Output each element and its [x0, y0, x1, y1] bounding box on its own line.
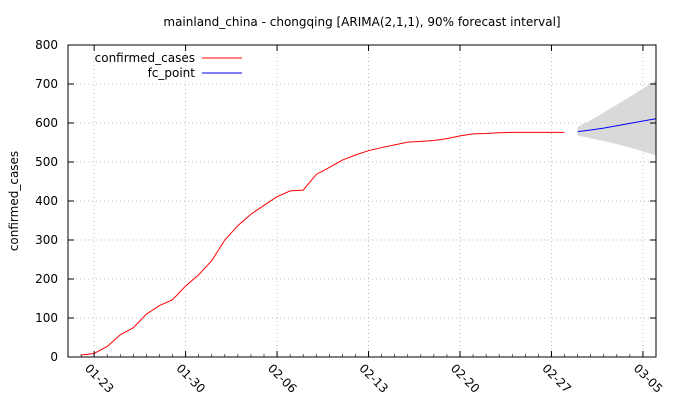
y-tick-label: 500	[35, 155, 58, 169]
x-tick-label: 01-30	[173, 361, 208, 396]
x-tick-label: 02-20	[448, 361, 483, 396]
x-tick-label: 01-23	[82, 361, 117, 396]
series-line-fc-point	[577, 118, 657, 133]
legend-label: confirmed_cases	[95, 51, 195, 65]
y-tick-label: 800	[35, 38, 58, 52]
forecast-interval-area	[577, 80, 656, 156]
chart-title: mainland_china - chongqing [ARIMA(2,1,1)…	[163, 15, 560, 29]
y-tick-label: 600	[35, 116, 58, 130]
y-axis-label: confirmed_cases	[7, 151, 21, 251]
y-tick-label: 200	[35, 272, 58, 286]
y-tick-label: 300	[35, 233, 58, 247]
axis-ticks: 0 100 200 300 400 500 600 700 800 01-23 01-30 02-06…	[35, 38, 665, 396]
series-lines	[81, 118, 657, 356]
legend-label: fc_point	[148, 66, 196, 80]
x-tick-label: 02-13	[356, 361, 391, 396]
y-tick-label: 700	[35, 77, 58, 91]
grid	[68, 45, 656, 357]
y-tick-label: 400	[35, 194, 58, 208]
y-tick-label: 100	[35, 311, 58, 325]
x-tick-label: 02-06	[265, 361, 300, 396]
x-tick-label: 03-05	[631, 361, 666, 396]
series-line-confirmed-cases	[81, 131, 565, 356]
x-tick-label: 02-27	[539, 361, 574, 396]
y-tick-label: 0	[50, 350, 58, 364]
forecast-interval-band	[577, 80, 656, 156]
